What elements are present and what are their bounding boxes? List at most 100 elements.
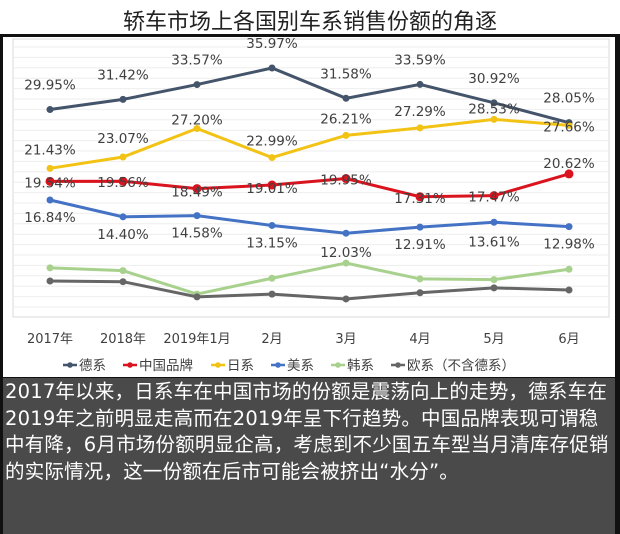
data-label: 28.05% (543, 91, 595, 107)
data-point (46, 196, 54, 204)
legend-label: 日系 (227, 358, 254, 374)
data-point (416, 289, 424, 297)
data-point (46, 277, 54, 285)
data-point (490, 99, 498, 107)
data-label: 12.03% (320, 245, 372, 261)
data-point (490, 115, 498, 123)
data-label: 14.58% (171, 226, 223, 242)
data-point (565, 121, 573, 129)
line-chart: 29.95% 31.42% 33.57% 35.97% 31.58% 33.59% 30.9… (12, 37, 610, 374)
legend-marker-dot (67, 362, 73, 368)
data-label: 35.97% (246, 37, 298, 52)
data-point (267, 180, 277, 190)
data-point (193, 81, 201, 89)
data-point (415, 192, 425, 202)
x-tick-label: 4月 (409, 332, 430, 347)
data-label: 13.15% (246, 235, 298, 251)
data-point (490, 284, 498, 292)
data-point (193, 293, 201, 301)
data-label: 14.40% (97, 227, 149, 243)
data-point (416, 275, 424, 283)
data-label: 27.29% (394, 104, 446, 120)
x-tick-label: 2019年1月 (163, 332, 230, 347)
data-point (342, 131, 350, 139)
data-point (342, 94, 350, 102)
data-point (46, 106, 54, 114)
chart-panel: 29.95% 31.42% 33.57% 35.97% 31.58% 33.59% 30.9… (3, 37, 615, 377)
legend-marker-dot (275, 362, 281, 368)
data-point (416, 124, 424, 132)
data-point (193, 212, 201, 220)
legend-label: 中国品牌 (139, 357, 193, 374)
data-point (268, 274, 276, 282)
data-label: 20.62% (543, 156, 595, 172)
data-point (490, 218, 498, 226)
data-point (564, 169, 574, 179)
x-tick-label: 6月 (558, 332, 579, 347)
data-point (45, 176, 55, 186)
data-point (119, 95, 127, 103)
data-label: 22.99% (246, 134, 298, 150)
data-point (268, 221, 276, 229)
data-point (119, 213, 127, 221)
data-point (416, 223, 424, 231)
data-label: 13.61% (468, 234, 520, 250)
data-label: 17.47% (468, 190, 520, 206)
data-label: 19.56% (97, 175, 149, 191)
data-point (489, 191, 499, 201)
data-point (565, 286, 573, 294)
data-point (119, 153, 127, 161)
data-point (490, 276, 498, 284)
series-line-5 (49, 279, 570, 301)
data-point (119, 267, 127, 275)
data-label: 26.21% (320, 111, 372, 127)
data-label: 12.98% (543, 237, 595, 253)
data-point (268, 154, 276, 162)
chart-title: 轿车市场上各国别车系销售份额的角逐 (122, 10, 497, 35)
data-point (342, 295, 350, 303)
plot-border (12, 38, 610, 318)
data-point (46, 164, 54, 172)
data-label: 30.92% (468, 71, 520, 87)
data-label: 16.84% (24, 210, 76, 226)
legend-marker-dot (335, 362, 341, 368)
series-line-2 (49, 117, 570, 170)
data-point (193, 125, 201, 133)
data-point (565, 265, 573, 273)
x-tick-label: 2017年 (27, 332, 73, 347)
data-label: 33.57% (171, 53, 223, 69)
legend-label: 德系 (79, 358, 106, 374)
data-label: 21.43% (24, 142, 76, 158)
data-point (118, 176, 128, 186)
data-label: 29.95% (24, 78, 76, 94)
series-line-4 (49, 261, 570, 296)
series-line-0 (49, 66, 570, 125)
data-label: 28.53% (468, 101, 520, 117)
data-point (46, 264, 54, 272)
x-tick-label: 5月 (483, 332, 504, 347)
legend-marker-dot (127, 362, 133, 368)
series-line-3 (49, 198, 570, 235)
data-point (342, 259, 350, 267)
data-label: 12.91% (394, 237, 446, 253)
data-point (565, 223, 573, 231)
data-label: 31.58% (320, 66, 372, 82)
data-label: 19.54% (24, 175, 76, 191)
data-point (416, 80, 424, 88)
x-tick-label: 2月 (261, 332, 282, 347)
data-point (192, 184, 202, 194)
x-tick-label: 2018年 (100, 332, 146, 347)
data-label: 19.95% (320, 173, 372, 189)
data-point (119, 278, 127, 286)
data-point (341, 174, 351, 184)
data-label: 23.07% (97, 131, 149, 147)
data-label: 19.01% (246, 181, 298, 197)
data-label: 17.31% (394, 191, 446, 207)
data-label: 33.59% (394, 52, 446, 68)
legend-label: 欧系（不含德系） (407, 358, 515, 374)
legend-label: 韩系 (347, 358, 374, 374)
data-label: 27.20% (171, 113, 223, 129)
series-line-1 (49, 172, 570, 199)
data-label: 18.49% (171, 185, 223, 201)
x-tick-label: 3月 (335, 332, 356, 347)
